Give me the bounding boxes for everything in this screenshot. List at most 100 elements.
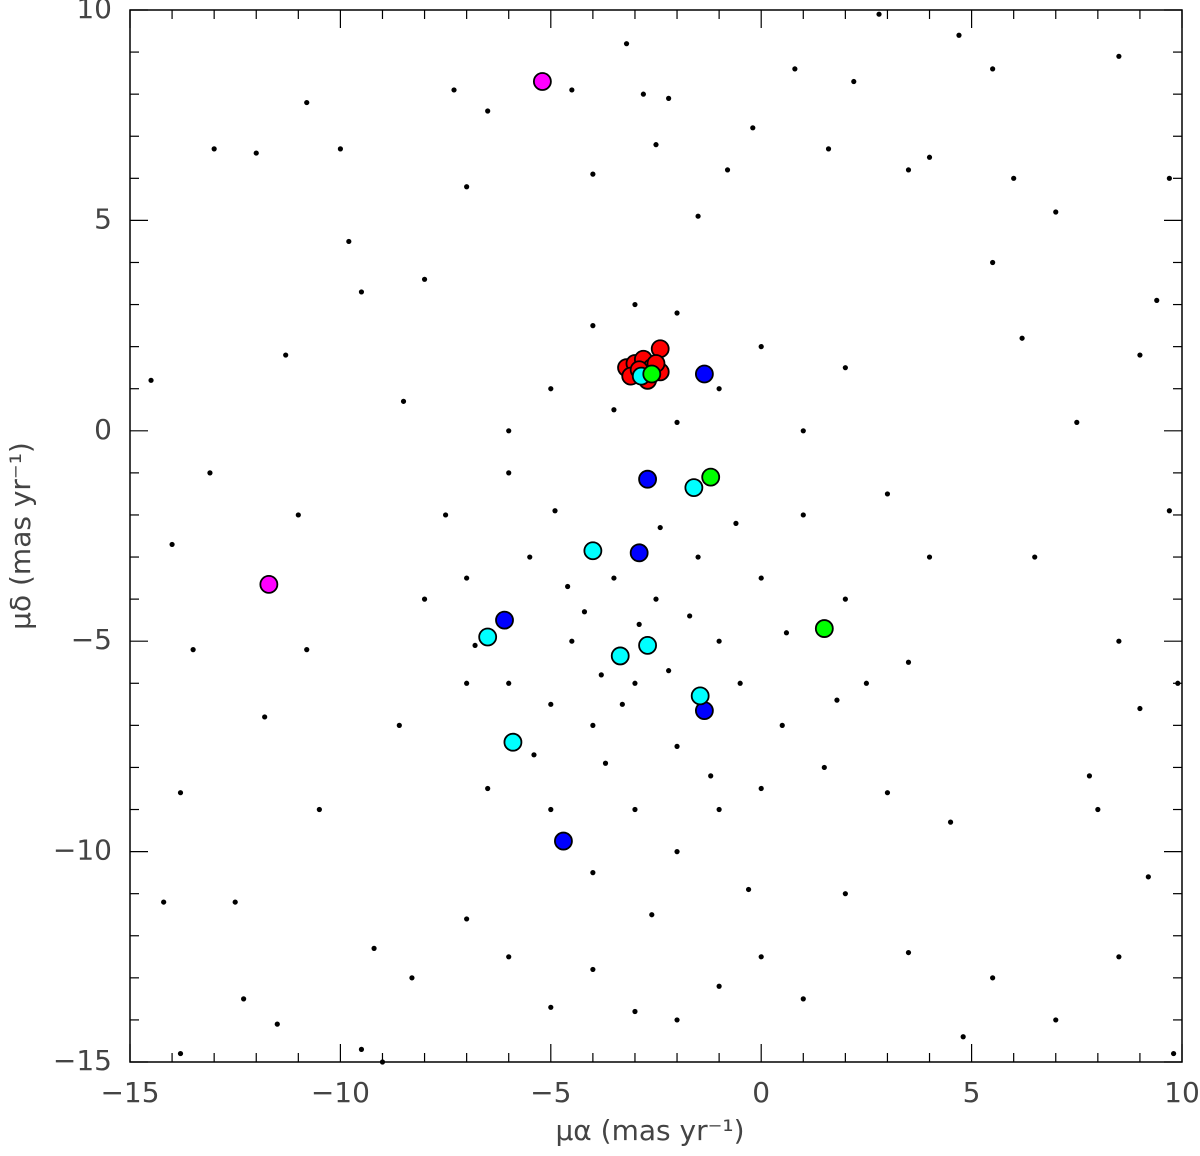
y-tick-label: 10 bbox=[76, 0, 112, 25]
point bbox=[926, 154, 933, 160]
point bbox=[598, 672, 604, 678]
point bbox=[632, 680, 638, 686]
point bbox=[262, 714, 268, 720]
point bbox=[451, 87, 457, 93]
point bbox=[884, 491, 891, 497]
point bbox=[232, 899, 238, 905]
point bbox=[758, 954, 764, 960]
y-tick-label: −5 bbox=[71, 623, 112, 656]
point bbox=[169, 541, 175, 548]
point bbox=[1170, 1050, 1177, 1057]
point bbox=[337, 146, 343, 152]
point bbox=[590, 323, 596, 329]
point bbox=[636, 621, 642, 627]
point bbox=[750, 125, 756, 131]
x-axis-label: μα (mas yr⁻¹) bbox=[555, 1114, 744, 1147]
point bbox=[590, 171, 596, 177]
point bbox=[632, 301, 638, 308]
point bbox=[485, 785, 491, 792]
point bbox=[316, 806, 322, 813]
point bbox=[779, 722, 785, 728]
point bbox=[1116, 53, 1122, 59]
point bbox=[653, 142, 659, 148]
point bbox=[825, 146, 832, 152]
point bbox=[1116, 638, 1122, 644]
point bbox=[649, 912, 655, 918]
point bbox=[358, 1046, 365, 1052]
highlight-point bbox=[495, 610, 514, 630]
point bbox=[800, 512, 806, 518]
point bbox=[758, 785, 764, 792]
highlight-point bbox=[629, 543, 649, 563]
highlight-point bbox=[610, 646, 630, 666]
point bbox=[1019, 335, 1025, 341]
point bbox=[640, 91, 646, 97]
point bbox=[619, 701, 625, 707]
point bbox=[842, 365, 848, 371]
y-axis-label: μδ (mas yr⁻¹) bbox=[4, 442, 37, 630]
point bbox=[905, 167, 912, 173]
point bbox=[876, 11, 882, 17]
point bbox=[506, 680, 512, 686]
plot-frame bbox=[129, 9, 1183, 1063]
highlight-point bbox=[532, 72, 552, 91]
point bbox=[611, 407, 617, 413]
point bbox=[177, 790, 184, 796]
point bbox=[956, 32, 962, 38]
y-tick-label: 0 bbox=[94, 413, 112, 446]
point bbox=[548, 1004, 554, 1010]
point bbox=[161, 899, 167, 905]
point bbox=[990, 66, 996, 72]
highlight-point bbox=[478, 627, 498, 647]
point bbox=[745, 886, 752, 893]
point bbox=[792, 66, 798, 72]
point bbox=[1175, 680, 1181, 686]
point bbox=[527, 554, 533, 560]
point bbox=[464, 575, 470, 581]
point bbox=[695, 213, 701, 219]
point bbox=[926, 554, 933, 560]
point bbox=[1137, 352, 1143, 358]
point bbox=[211, 146, 217, 152]
highlight-point bbox=[638, 636, 657, 655]
point bbox=[653, 596, 659, 602]
point bbox=[552, 508, 558, 514]
point bbox=[177, 1050, 184, 1057]
point bbox=[506, 470, 512, 476]
point bbox=[783, 630, 790, 636]
point bbox=[1166, 508, 1172, 514]
highlight-point bbox=[259, 574, 279, 594]
x-tick-label: 5 bbox=[963, 1076, 981, 1109]
highlight-point bbox=[583, 541, 603, 561]
point bbox=[464, 680, 470, 686]
y-tick-label: −15 bbox=[53, 1044, 112, 1077]
point bbox=[421, 276, 428, 282]
point bbox=[1137, 705, 1143, 712]
highlight-point bbox=[503, 732, 523, 752]
point bbox=[400, 398, 407, 404]
point bbox=[632, 1008, 638, 1015]
y-tick-label: −10 bbox=[53, 834, 112, 867]
point bbox=[674, 419, 680, 425]
point bbox=[371, 945, 377, 951]
point bbox=[295, 512, 301, 518]
point bbox=[666, 95, 672, 101]
point bbox=[569, 638, 575, 644]
point bbox=[1086, 773, 1093, 779]
point bbox=[724, 167, 731, 173]
point bbox=[863, 680, 870, 686]
point bbox=[531, 752, 537, 758]
point bbox=[1074, 419, 1080, 425]
point bbox=[602, 760, 609, 766]
point bbox=[758, 575, 764, 581]
point bbox=[590, 966, 596, 973]
point bbox=[611, 575, 617, 581]
point bbox=[851, 78, 857, 85]
point bbox=[274, 1021, 280, 1027]
point bbox=[666, 668, 672, 674]
x-tick-label: −15 bbox=[100, 1076, 159, 1109]
point bbox=[674, 849, 680, 855]
point bbox=[800, 428, 806, 434]
point bbox=[674, 310, 680, 316]
